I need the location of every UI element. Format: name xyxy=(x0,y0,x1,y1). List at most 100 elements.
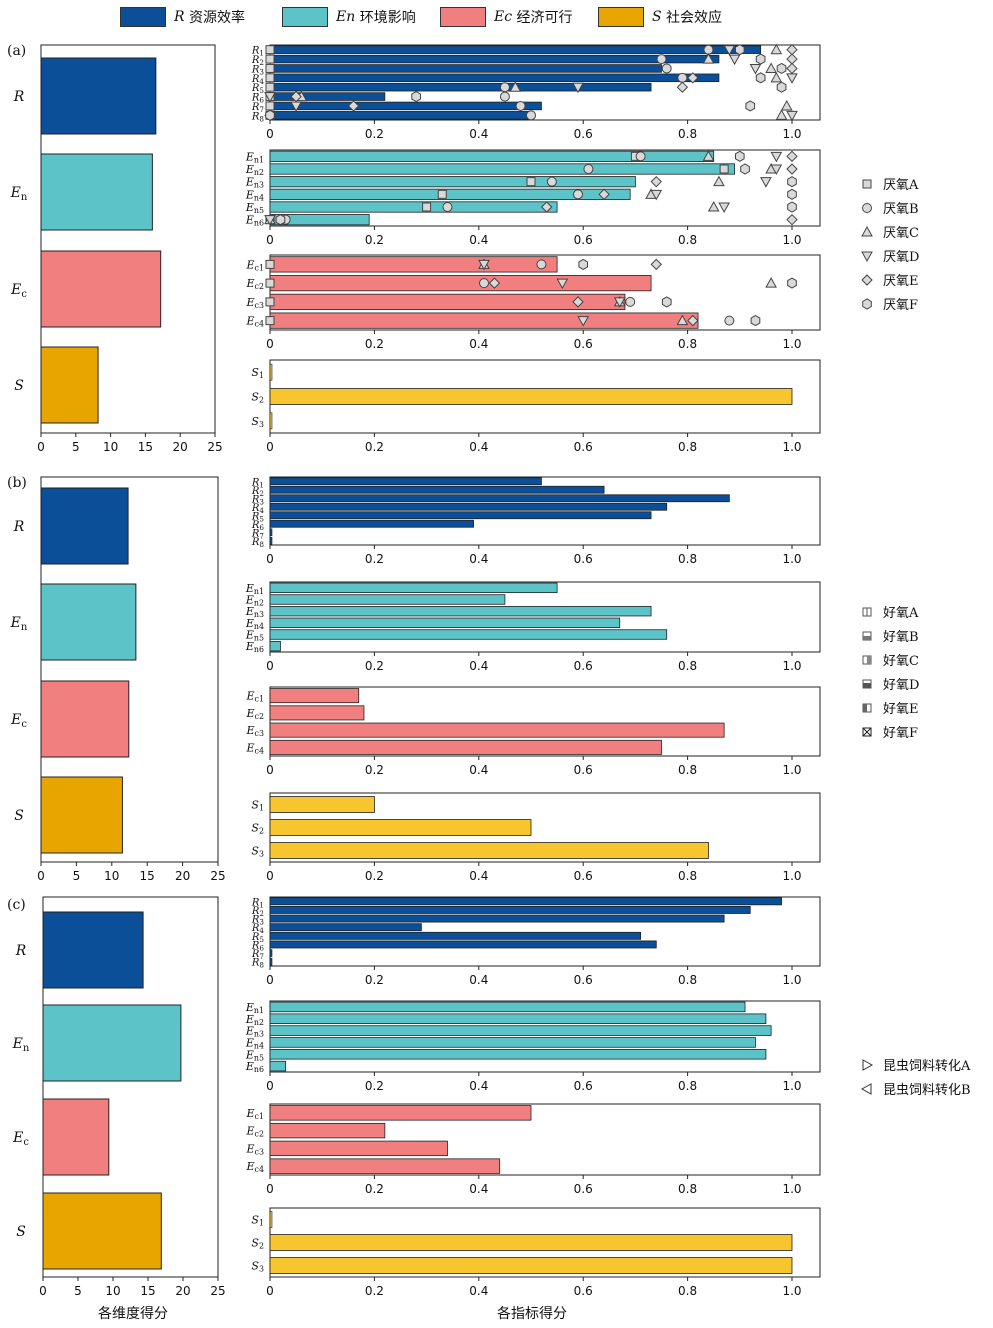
marker-a-r-s3-2 xyxy=(702,53,715,64)
ind-label-a-en6: En6 xyxy=(245,214,264,228)
dim-tick-label-a-1: 5 xyxy=(72,440,80,454)
legend-marker-label-a-5: 厌氧E xyxy=(883,274,919,289)
marker-a-ec-s4-1 xyxy=(478,259,490,271)
ind-label-c-en2: En2 xyxy=(245,1013,264,1027)
ind-tick-label-c-en-2: 0.4 xyxy=(469,1079,488,1093)
ind-tick-label-c-s-2: 0.4 xyxy=(469,1284,488,1298)
ind-label-b-ec3: Ec3 xyxy=(246,724,265,738)
ind-bar-c-r5 xyxy=(269,931,642,940)
dim-label-c-r: R xyxy=(15,943,27,959)
ind-label-a-r1: R1 xyxy=(251,46,264,58)
marker-a-en-s5-1 xyxy=(786,150,798,163)
legend-sym-s: S xyxy=(652,9,662,25)
legend-sym-ec: Ec xyxy=(494,9,513,25)
ind-bar-c-r8 xyxy=(269,957,273,966)
ind-bar-c-r1 xyxy=(269,897,782,906)
dim-bar-b-en xyxy=(40,583,137,661)
dim-bar-b-s xyxy=(40,776,123,854)
ind-tick-label-c-en-0: 0 xyxy=(266,1079,274,1093)
ind-bar-a-ec3 xyxy=(269,293,626,310)
marker-a-en-s2-1 xyxy=(635,151,646,162)
marker-a-ec-s2-1 xyxy=(536,259,547,270)
ind-bar-a-ec2 xyxy=(269,275,652,292)
dim-bar-c-en xyxy=(42,1004,182,1082)
ind-tick-label-b-ec-4: 0.8 xyxy=(678,763,697,777)
ind-bar-a-r7 xyxy=(269,101,542,111)
marker-a-r-s4-6 xyxy=(264,92,276,103)
ind-label-c-r6: R6 xyxy=(251,940,265,952)
dim-tick-label-c-4: 20 xyxy=(175,1284,190,1298)
ind-bar-a-r3 xyxy=(269,64,662,73)
legend-marker-label-b-6: 好氧F xyxy=(883,726,918,741)
ind-label-c-en3: En3 xyxy=(245,1025,264,1039)
ind-label-c-s2: S2 xyxy=(251,1237,264,1251)
ind-tick-label-b-en-2: 0.4 xyxy=(469,659,488,673)
ind-label-a-en3: En3 xyxy=(245,176,264,190)
ind-bar-c-ec1 xyxy=(269,1105,532,1121)
ind-tick-label-c-ec-4: 0.8 xyxy=(678,1182,697,1196)
marker-a-ec-s1-1 xyxy=(265,259,275,269)
dim-bar-c-r xyxy=(42,911,144,989)
ind-bar-a-r8 xyxy=(269,111,532,120)
ind-tick-label-c-s-4: 0.8 xyxy=(678,1284,697,1298)
marker-a-en-s3-1 xyxy=(702,150,715,161)
ind-tick-label-c-ec-2: 0.4 xyxy=(469,1182,488,1196)
legend-marker-a-5 xyxy=(861,274,873,286)
dim-tick-label-b-0: 0 xyxy=(37,869,45,883)
legend-marker-b-5 xyxy=(862,703,872,713)
ind-tick-label-a-en-5: 1.0 xyxy=(782,233,801,247)
marker-a-en-s4-6 xyxy=(264,215,276,226)
ind-label-a-ec2: Ec2 xyxy=(246,277,265,291)
dim-tick-label-b-4: 20 xyxy=(175,869,190,883)
marker-a-r-s4-5 xyxy=(572,82,584,94)
ind-label-c-ec1: Ec1 xyxy=(246,1107,265,1121)
legend-marker-b-4 xyxy=(862,679,872,689)
ind-tick-label-c-r-5: 1.0 xyxy=(782,973,801,987)
ind-bar-b-r1 xyxy=(269,477,542,486)
marker-a-r-s5-2 xyxy=(786,53,798,65)
ind-label-a-r5: R5 xyxy=(251,83,265,95)
ind-tick-label-b-ec-3: 0.6 xyxy=(574,763,593,777)
marker-a-en-s2-2 xyxy=(583,164,594,174)
marker-a-ec-s3-4 xyxy=(676,314,689,326)
ind-tick-label-c-en-5: 1.0 xyxy=(782,1079,801,1093)
ind-label-c-s3: S3 xyxy=(251,1260,264,1274)
ind-frame-a-ec xyxy=(269,254,821,331)
ind-bar-a-s3 xyxy=(269,412,273,430)
marker-a-ec-s6-3 xyxy=(661,296,672,308)
ind-bar-c-en6 xyxy=(269,1060,287,1072)
ind-bar-a-en1 xyxy=(269,150,715,162)
dim-tick-label-c-1: 5 xyxy=(74,1284,82,1298)
ind-tick-label-a-s-4: 0.8 xyxy=(678,440,697,454)
ind-label-b-en1: En1 xyxy=(245,582,264,596)
ind-bar-b-en5 xyxy=(269,629,668,640)
ind-label-a-r8: R8 xyxy=(251,111,265,123)
ind-tick-label-a-s-0: 0 xyxy=(266,440,274,454)
marker-a-r-s4-3 xyxy=(749,63,762,75)
ind-bar-c-ec3 xyxy=(269,1140,448,1157)
marker-a-r-s5-6 xyxy=(290,90,302,103)
ind-bar-c-en2 xyxy=(269,1013,767,1025)
dim-frame-c xyxy=(42,896,219,1278)
top-legend: R 资源效率 En 环境影响 Ec 经济可行 S 社会效应 xyxy=(0,0,993,36)
ind-tick-label-c-r-0: 0 xyxy=(266,973,274,987)
dim-tick-label-a-4: 20 xyxy=(173,440,188,454)
ind-tick-label-a-en-2: 0.4 xyxy=(469,233,488,247)
dim-bar-a-s xyxy=(40,346,99,424)
dim-bar-a-ec xyxy=(40,250,162,328)
ind-tick-label-a-ec-0: 0 xyxy=(266,337,274,351)
ind-bar-b-r3 xyxy=(269,494,730,503)
dim-tick-label-c-5: 25 xyxy=(210,1284,225,1298)
ind-tick-label-a-ec-1: 0.2 xyxy=(365,337,384,351)
ind-tick-label-a-en-0: 0 xyxy=(266,233,274,247)
marker-a-en-s4-3 xyxy=(760,177,772,188)
ind-bar-c-s2 xyxy=(269,1234,793,1251)
dim-tick-label-b-3: 15 xyxy=(140,869,155,883)
dim-label-c-ec: Ec xyxy=(12,1130,29,1148)
ind-label-a-en1: En1 xyxy=(245,150,264,164)
dim-tick-label-a-5: 25 xyxy=(207,440,222,454)
ind-label-c-r7: R7 xyxy=(251,949,265,961)
legend-marker-b-6 xyxy=(862,727,872,737)
ind-tick-label-c-en-3: 0.6 xyxy=(574,1079,593,1093)
ind-frame-a-en xyxy=(269,149,821,227)
